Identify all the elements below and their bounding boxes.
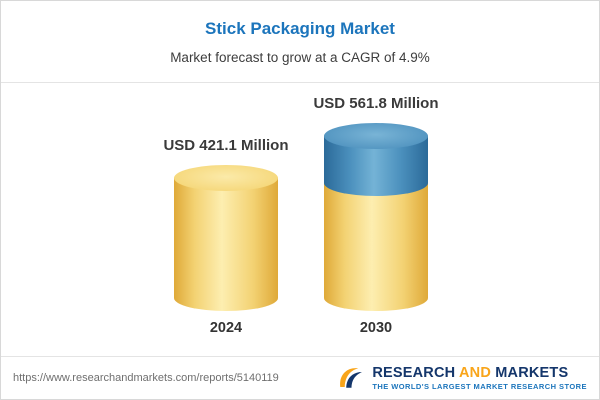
axis-label-2024: 2024 [209,320,243,336]
chart-area: USD 421.1 Million USD 561.8 Million 2024… [1,82,599,356]
axis-label-2030: 2030 [359,320,393,336]
researchandmarkets-logo: RESEARCH AND MARKETS THE WORLD'S LARGEST… [335,364,587,392]
bar-2024 [174,165,278,311]
chart-title: Stick Packaging Market [205,19,395,38]
report-url-link[interactable]: https://www.researchandmarkets.com/repor… [13,372,279,384]
logo-swoosh-icon [340,368,363,388]
value-label-2030: USD 561.8 Million [313,95,439,112]
bar-2030 [324,123,428,311]
logo-word-research: RESEARCH [372,364,456,381]
logo-word-markets: MARKETS [495,364,569,381]
bar-2030-base-segment [324,183,428,311]
logo-tagline: THE WORLD'S LARGEST MARKET RESEARCH STOR… [372,382,587,391]
bar-2024-body [174,178,278,311]
bar-2030-cap [324,123,428,149]
bar-2024-cap [174,165,278,191]
logo-word-and: AND [459,364,492,381]
chart-header: Stick Packaging Market Market forecast t… [1,1,599,65]
logo-wordmark: RESEARCH AND MARKETS [372,364,569,381]
value-label-2024: USD 421.1 Million [163,137,289,154]
header-divider [1,82,599,83]
chart-subtitle: Market forecast to grow at a CAGR of 4.9… [170,50,430,65]
footer: https://www.researchandmarkets.com/repor… [1,356,599,399]
logo-text: RESEARCH AND MARKETS THE WORLD'S LARGEST… [372,364,587,391]
